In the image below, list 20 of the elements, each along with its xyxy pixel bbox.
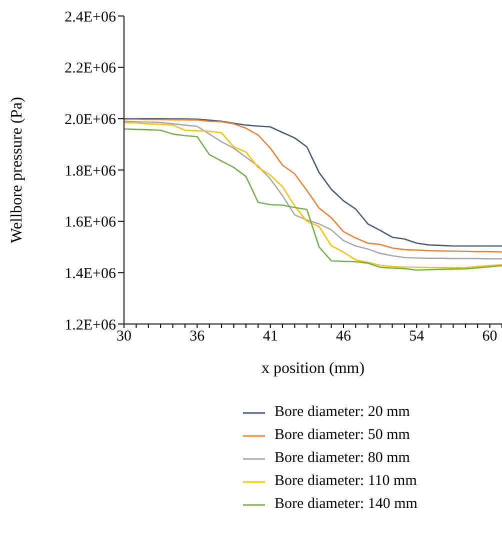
x-axis-title: x position (mm) xyxy=(261,360,365,377)
y-tick-label: 1.4E+06 xyxy=(64,266,116,282)
y-axis-title: Wellbore pressure (Pa) xyxy=(8,96,26,244)
legend-label: Bore diameter: 110 mm xyxy=(274,473,417,490)
x-tick-label: 36 xyxy=(190,328,206,345)
x-tick-label: 41 xyxy=(262,328,278,345)
legend-label: Bore diameter: 50 mm xyxy=(274,427,410,444)
x-tick-label: 60 xyxy=(482,328,498,345)
y-tick-label: 2.0E+06 xyxy=(64,112,116,128)
x-tick-label: 54 xyxy=(409,328,425,345)
y-tick-label: 2.2E+06 xyxy=(64,60,116,77)
legend-label: Bore diameter: 80 mm xyxy=(274,450,410,467)
y-tick-label: 1.6E+06 xyxy=(64,214,116,231)
legend-label: Bore diameter: 140 mm xyxy=(274,496,418,513)
y-tick-label: 1.8E+06 xyxy=(64,163,116,180)
y-tick-label: 1.2E+06 xyxy=(64,317,116,334)
x-tick-label: 30 xyxy=(116,328,132,345)
y-tick-label: 2.4E+06 xyxy=(64,9,116,26)
x-tick-label: 46 xyxy=(336,328,352,345)
legend-label: Bore diameter: 20 mm xyxy=(274,404,410,421)
